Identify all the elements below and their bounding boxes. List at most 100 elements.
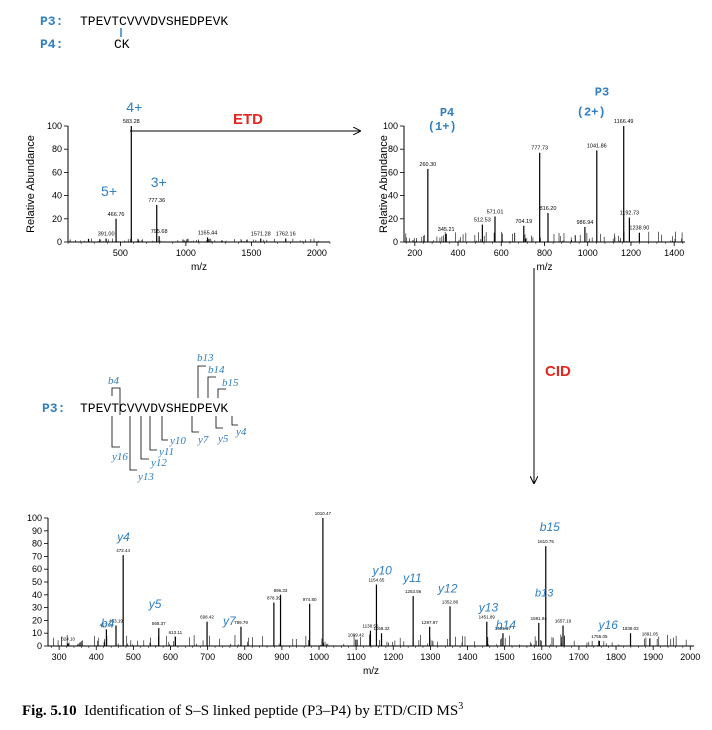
y-tick-label: 100 bbox=[47, 121, 62, 131]
peak-label: 1610.75 bbox=[538, 539, 555, 544]
peak-label: 1253.56 bbox=[405, 589, 422, 594]
peak-label: 1297.97 bbox=[422, 620, 439, 625]
peak-label: 698.42 bbox=[200, 615, 214, 620]
ion-annotation: y16 bbox=[598, 618, 619, 632]
y-tick-label: 40 bbox=[32, 590, 42, 600]
x-tick-label: 800 bbox=[237, 652, 252, 662]
p3-header-sequence: TPEVTCVVVDVSHEDPEVK bbox=[80, 14, 228, 29]
x-tick-label: 700 bbox=[200, 652, 215, 662]
etd-parent-spectrum: 0 20 40 60 80 100 500 1000 1500 2000 m/z Relative A… bbox=[25, 99, 331, 273]
ion-annotation: b4 bbox=[101, 617, 115, 631]
y16-map-label: y16 bbox=[111, 451, 128, 463]
b13-label: b13 bbox=[197, 352, 214, 364]
peak-label: 777.73 bbox=[531, 146, 548, 152]
y-tick-label: 30 bbox=[32, 603, 42, 613]
ion-annotation: y13 bbox=[478, 601, 499, 615]
y12-map-label: y12 bbox=[150, 457, 167, 469]
x-tick-label: 400 bbox=[451, 248, 466, 258]
y-tick-label: 60 bbox=[32, 564, 42, 574]
ion-annotation: 4+ bbox=[126, 99, 142, 115]
fragment-p3-label: P3: bbox=[42, 401, 65, 416]
b14-label: b14 bbox=[208, 364, 225, 376]
y-tick-label: 0 bbox=[57, 237, 62, 247]
cid-label: CID bbox=[545, 363, 571, 380]
caption-superscript: 3 bbox=[458, 701, 464, 712]
figure-number: Fig. 5.10 bbox=[22, 703, 77, 719]
peak-label: 1138.50 bbox=[362, 624, 378, 629]
y-tick-label: 50 bbox=[32, 577, 42, 587]
y-tick-label: 40 bbox=[388, 191, 398, 201]
ion-annotation: y12 bbox=[437, 581, 458, 595]
ion-annotation: y5 bbox=[148, 597, 162, 611]
peak-label: 453.19 bbox=[109, 619, 123, 624]
y-axis-title: Relative Abundance bbox=[25, 135, 37, 233]
x-axis-title: m/z bbox=[536, 262, 552, 273]
x-tick-label: 1400 bbox=[458, 652, 478, 662]
y-tick-label: 80 bbox=[388, 144, 398, 154]
peak-label: 466.76 bbox=[108, 212, 125, 218]
peak-label: 1238.90 bbox=[629, 226, 649, 232]
peak-label: 324.10 bbox=[61, 636, 75, 641]
peak-label: 1839.03 bbox=[622, 626, 639, 631]
ion-annotation: y11 bbox=[402, 571, 421, 585]
peak-label: 260.30 bbox=[419, 162, 436, 168]
ion-annotation: P3 bbox=[595, 85, 609, 99]
ion-annotation: 3+ bbox=[151, 174, 167, 190]
y-tick-label: 100 bbox=[383, 121, 398, 131]
y4-map-label: y4 bbox=[235, 426, 247, 438]
x-tick-label: 1500 bbox=[241, 248, 261, 258]
x-tick-label: 900 bbox=[274, 652, 289, 662]
fragment-brackets bbox=[111, 365, 238, 471]
y-tick-label: 10 bbox=[32, 628, 42, 638]
x-tick-label: 200 bbox=[407, 248, 422, 258]
peak-label: 1154.65 bbox=[368, 578, 384, 583]
y-tick-label: 70 bbox=[32, 551, 42, 561]
x-axis-title: m/z bbox=[363, 666, 379, 677]
x-tick-label: 1800 bbox=[606, 652, 626, 662]
y-tick-label: 40 bbox=[52, 191, 62, 201]
y-tick-label: 20 bbox=[32, 615, 42, 625]
ion-annotation: 5+ bbox=[101, 183, 117, 199]
peak-label: 878.39 bbox=[267, 595, 281, 600]
fragment-sequence: TPEVTCVVVDVSHEDPEVK bbox=[80, 401, 228, 416]
peak-label: 1192.73 bbox=[620, 211, 639, 217]
x-tick-label: 600 bbox=[494, 248, 509, 258]
y-tick-label: 20 bbox=[388, 214, 398, 224]
x-tick-label: 300 bbox=[52, 652, 67, 662]
peak-label: 1168.32 bbox=[374, 626, 390, 631]
x-tick-label: 1900 bbox=[643, 652, 663, 662]
peak-label: 1755.05 bbox=[591, 634, 608, 639]
peak-label: 1591.94 bbox=[531, 616, 548, 621]
ion-annotation: b15 bbox=[540, 520, 560, 534]
x-tick-label: 1500 bbox=[495, 652, 515, 662]
b4-label: b4 bbox=[108, 375, 120, 387]
peak-label: 704.19 bbox=[515, 219, 532, 225]
peak-label: 1891.05 bbox=[642, 631, 659, 636]
peak-label: 1099.42 bbox=[348, 633, 365, 638]
x-tick-label: 1100 bbox=[346, 652, 365, 662]
ion-annotation: (2+) bbox=[577, 105, 606, 119]
x-axis-title: m/z bbox=[191, 262, 207, 273]
x-tick-label: 800 bbox=[537, 248, 552, 258]
fragment-map: P3: TPEVTCVVVDVSHEDPEVK b4 b13 b14 b15 y… bbox=[42, 352, 247, 483]
peak-label: 345.21 bbox=[438, 227, 455, 233]
peak-label: 777.36 bbox=[148, 198, 165, 204]
peak-label: 568.37 bbox=[152, 621, 166, 626]
y-tick-label: 80 bbox=[52, 144, 62, 154]
x-tick-label: 2000 bbox=[307, 248, 327, 258]
x-tick-label: 1200 bbox=[383, 652, 403, 662]
x-tick-label: 1300 bbox=[420, 652, 440, 662]
peak-label: 583.28 bbox=[123, 119, 140, 125]
y-tick-label: 20 bbox=[52, 214, 62, 224]
x-tick-label: 1200 bbox=[621, 248, 641, 258]
y-tick-label: 0 bbox=[393, 237, 398, 247]
x-tick-label: 1600 bbox=[532, 652, 552, 662]
ion-annotation: P4 bbox=[440, 106, 454, 120]
x-tick-label: 1000 bbox=[578, 248, 598, 258]
x-tick-label: 1700 bbox=[569, 652, 589, 662]
y-tick-label: 60 bbox=[388, 167, 398, 177]
ion-annotation: y4 bbox=[116, 530, 130, 544]
y11-map-label: y11 bbox=[158, 446, 174, 458]
figure-caption: Fig. 5.10 Identification of S–S linked p… bbox=[22, 701, 463, 720]
peak-label: 571.01 bbox=[487, 209, 504, 215]
